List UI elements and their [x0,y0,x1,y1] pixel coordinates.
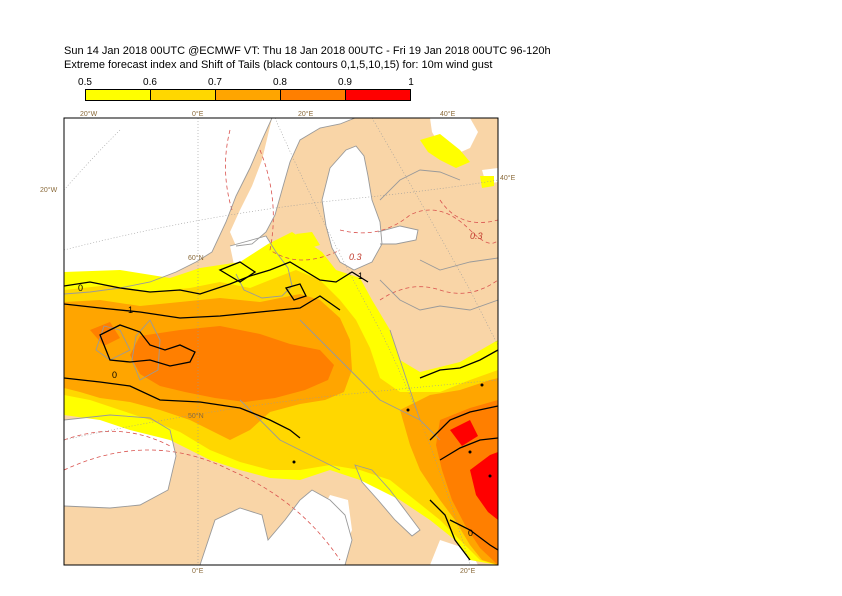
gulf-of-finland [378,226,418,244]
lon-label-right: 40°E [500,174,516,182]
colorbar-label: 0.9 [338,77,352,88]
lon-label-top: 0°E [192,110,204,118]
lon-label-bottom: 20°E [460,567,476,575]
map-subtitle: Extreme forecast index and Shift of Tail… [64,59,493,71]
aegean-ionian [430,540,478,565]
sot-contours [64,261,498,561]
lon-label-top: 40°E [440,110,456,118]
coastlines-and-borders [64,118,498,565]
lat-label-50n: 50°N [188,412,204,420]
graticule [64,118,498,565]
lon-label-top: 20°W [80,110,98,118]
colorbar-segment-5 [345,89,411,101]
dashed-contour-label: 0.3 [470,231,483,241]
norwegian-sea [230,118,355,246]
colorbar-label: 0.5 [78,77,92,88]
map-content [64,118,498,565]
lon-label-bottom: 0°E [192,567,204,575]
mediterranean-west [200,490,352,565]
baltic-sea [322,146,382,270]
sot-contour-label: 1 [128,305,133,315]
sot-contour-label: 0 [468,528,473,538]
sot-contour-label: 0 [78,283,83,293]
lat-label-60n: 60°N [188,254,204,262]
map-title: Sun 14 Jan 2018 00UTC @ECMWF VT: Thu 18 … [64,45,551,57]
lat-label-left: 20°W [40,186,58,194]
bay-of-biscay [64,415,176,508]
colorbar-label: 0.8 [273,77,287,88]
map-frame [63,117,499,566]
dashed-contours [64,129,498,561]
colorbar-label: 0.7 [208,77,222,88]
colorbar-label: 1 [408,77,414,88]
efi-band-0.9 [450,420,498,520]
colorbar-label: 0.6 [143,77,157,88]
dashed-contour-label: 0.3 [349,252,362,262]
lon-label-top: 20°E [298,110,314,118]
contour-dots [292,383,492,478]
sot-contour-label: 1 [358,271,363,281]
sot-contour-label: 0 [112,370,117,380]
atlantic-sea [64,118,272,294]
